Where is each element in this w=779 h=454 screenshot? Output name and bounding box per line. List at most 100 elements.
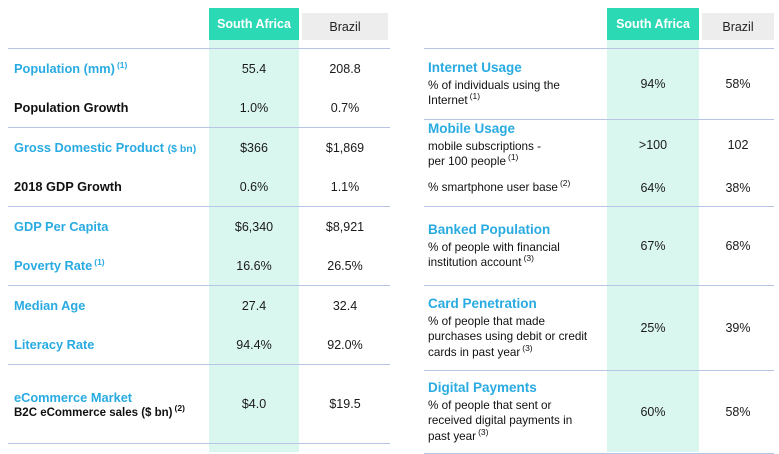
- footnote-marker: (3): [523, 253, 534, 264]
- left-table-body: Population (mm) (1) 55.4 208.8 Population…: [8, 48, 390, 444]
- metric-desc: % of individuals using the Internet (1): [428, 78, 560, 107]
- metric-subtitle: B2C eCommerce sales ($ bn) (2): [14, 402, 185, 419]
- value-brazil: 68%: [725, 239, 751, 253]
- value-brazil: 39%: [725, 321, 751, 335]
- metric-title: Card Penetration: [428, 295, 537, 311]
- table-row: Digital Payments % of people that sent o…: [424, 371, 774, 453]
- brazil-column-header: Brazil: [302, 13, 388, 40]
- table-row: Poverty Rate (1) 16.6% 26.5%: [8, 246, 390, 285]
- value-brazil: $8,921: [325, 219, 365, 234]
- value-south-africa: 55.4: [241, 61, 267, 76]
- table-row: % smartphone user base (2) 64% 38%: [424, 170, 774, 206]
- metric-desc: % of people that made purchases using de…: [428, 314, 588, 359]
- right-table-header: South Africa Brazil: [424, 8, 774, 40]
- brazil-column-header: Brazil: [702, 13, 774, 40]
- gdp-per-capita-group: GDP Per Capita $6,340 $8,921 Poverty Rat…: [8, 206, 390, 285]
- footnote-marker: (2): [174, 402, 185, 413]
- metric-label: Gross Domestic Product ($ bn): [14, 140, 197, 155]
- footnote-marker: (1): [469, 91, 481, 102]
- mobile-usage-group: Mobile Usage mobile subscriptions - per …: [424, 119, 774, 206]
- value-south-africa: 67%: [640, 239, 666, 253]
- digital-comparison-table: South Africa Brazil Internet Usage % of …: [424, 8, 774, 454]
- value-brazil: 26.5%: [327, 258, 363, 273]
- metric-title: Banked Population: [428, 221, 551, 237]
- footnote-marker: (1): [94, 256, 105, 267]
- footnote-marker: (3): [522, 342, 533, 353]
- value-brazil: 58%: [725, 405, 751, 419]
- value-brazil: 58%: [725, 77, 751, 91]
- metric-desc: % of people with financial institution a…: [428, 240, 560, 269]
- value-south-africa: 25%: [640, 321, 666, 335]
- south-africa-column-highlight: [607, 8, 699, 452]
- value-south-africa: >100: [638, 138, 668, 152]
- metric-desc: mobile subscriptions - per 100 people (1): [428, 139, 542, 168]
- right-table-body: Internet Usage % of individuals using th…: [424, 48, 774, 454]
- south-africa-column-highlight: [209, 8, 299, 452]
- demographics-group: Median Age 27.4 32.4 Literacy Rate 94.4%…: [8, 285, 390, 364]
- value-brazil: 32.4: [332, 298, 358, 313]
- metric-title: eCommerce Market: [14, 389, 133, 405]
- table-row: 2018 GDP Growth 0.6% 1.1%: [8, 167, 390, 206]
- table-row: Internet Usage % of individuals using th…: [424, 49, 774, 119]
- value-south-africa: $4.0: [241, 397, 267, 411]
- metric-label: Literacy Rate: [14, 337, 95, 352]
- metric-label: Card Penetration % of people that made p…: [424, 296, 604, 360]
- metric-label: Median Age: [14, 298, 86, 313]
- value-south-africa: 64%: [640, 181, 666, 195]
- metric-desc: % smartphone user base (2): [428, 178, 571, 195]
- metric-title: Internet Usage: [428, 59, 522, 75]
- footnote-marker: (1): [116, 59, 128, 70]
- metric-label: Internet Usage % of individuals using th…: [424, 60, 604, 109]
- value-south-africa: $366: [240, 140, 268, 155]
- metric-label: GDP Per Capita: [14, 219, 109, 234]
- table-row: Population (mm) (1) 55.4 208.8: [8, 49, 390, 88]
- header-spacer: [424, 8, 604, 40]
- south-africa-column-header: South Africa: [607, 8, 699, 40]
- value-brazil: $19.5: [329, 397, 361, 411]
- value-brazil: 1.1%: [330, 179, 360, 194]
- table-row: Population Growth 1.0% 0.7%: [8, 88, 390, 127]
- card-penetration-group: Card Penetration % of people that made p…: [424, 285, 774, 370]
- table-row: Median Age 27.4 32.4: [8, 286, 390, 325]
- banked-population-group: Banked Population % of people with finan…: [424, 206, 774, 285]
- value-brazil: 102: [727, 138, 749, 152]
- value-south-africa: 94.4%: [236, 337, 272, 352]
- metric-desc: % of people that sent or received digita…: [428, 398, 573, 443]
- metric-label: % smartphone user base (2): [424, 178, 604, 195]
- table-row: Literacy Rate 94.4% 92.0%: [8, 325, 390, 364]
- table-row: Banked Population % of people with finan…: [424, 207, 774, 285]
- value-south-africa: 94%: [640, 77, 666, 91]
- metric-label: Poverty Rate (1): [14, 256, 105, 273]
- value-brazil: 92.0%: [327, 337, 363, 352]
- value-south-africa: 1.0%: [239, 100, 269, 115]
- metric-label: Population (mm) (1): [14, 59, 128, 76]
- value-south-africa: 16.6%: [236, 258, 272, 273]
- footnote-marker: (3): [478, 426, 489, 437]
- value-south-africa: $6,340: [234, 219, 274, 234]
- table-row: Mobile Usage mobile subscriptions - per …: [424, 120, 774, 170]
- value-brazil: 0.7%: [330, 100, 360, 115]
- metric-label: Digital Payments % of people that sent o…: [424, 380, 604, 444]
- table-row: GDP Per Capita $6,340 $8,921: [8, 207, 390, 246]
- value-brazil: 38%: [725, 181, 751, 195]
- population-group: Population (mm) (1) 55.4 208.8 Population…: [8, 48, 390, 127]
- metric-title: Mobile Usage: [428, 120, 516, 136]
- value-south-africa: 0.6%: [239, 179, 269, 194]
- internet-usage-group: Internet Usage % of individuals using th…: [424, 48, 774, 119]
- metric-label: 2018 GDP Growth: [14, 179, 122, 194]
- metric-label: Mobile Usage mobile subscriptions - per …: [424, 121, 604, 170]
- table-row: Card Penetration % of people that made p…: [424, 286, 774, 370]
- metric-label: eCommerce Market B2C eCommerce sales ($ …: [8, 390, 206, 419]
- header-spacer: [8, 8, 206, 40]
- left-table-header: South Africa Brazil: [8, 8, 390, 40]
- table-row: Gross Domestic Product ($ bn) $366 $1,86…: [8, 128, 390, 167]
- metric-title: Digital Payments: [428, 379, 537, 395]
- value-south-africa: 60%: [640, 405, 666, 419]
- macro-comparison-table: South Africa Brazil Population (mm) (1) 5…: [8, 8, 390, 452]
- ecommerce-group: eCommerce Market B2C eCommerce sales ($ …: [8, 364, 390, 444]
- value-brazil: 208.8: [329, 61, 361, 76]
- value-south-africa: 27.4: [241, 298, 267, 313]
- metric-label-unit: ($ bn): [167, 143, 197, 155]
- value-brazil: $1,869: [325, 140, 365, 155]
- gdp-group: Gross Domestic Product ($ bn) $366 $1,86…: [8, 127, 390, 206]
